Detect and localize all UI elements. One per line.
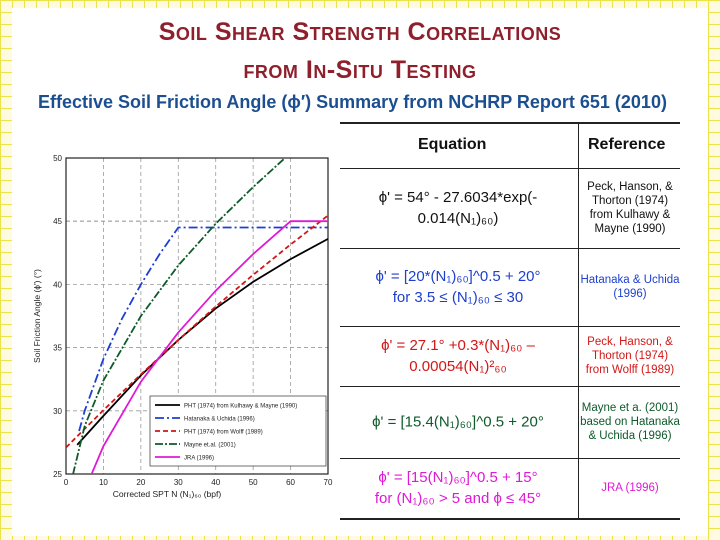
legend-label-2: Hatanaka & Uchida (1996) — [184, 417, 255, 423]
slide-title-line1: Soil Shear Strength Correlations — [158, 18, 562, 46]
y-tick-label: 45 — [53, 217, 62, 226]
equation-line1: ϕ' = [20*(N₁)₆₀]^0.5 + 20° — [375, 268, 541, 285]
series-line-2 — [78, 226, 328, 432]
legend-label-4: Mayne et.al. (2001) — [184, 443, 236, 449]
series-line-3 — [66, 214, 328, 449]
equation-line2: 0.014(N₁)₆₀) — [417, 210, 499, 227]
x-axis-label: Corrected SPT N (N₁)₆₀ (bpf) — [113, 489, 222, 499]
table-header: Equation Reference — [340, 124, 680, 169]
table-row: ϕ' = [20*(N₁)₆₀]^0.5 + 20° for 3.5 ≤ (N₁… — [340, 248, 680, 327]
table-row: ϕ' = [15(N₁)₆₀]^0.5 + 15° for (N₁)₆₀ > 5… — [340, 458, 680, 520]
table-row: ϕ' = [15.4(N₁)₆₀]^0.5 + 20° Mayne et a. … — [340, 386, 680, 459]
series-line-4 — [72, 158, 287, 474]
x-tick-label: 50 — [249, 478, 258, 487]
x-tick-label: 20 — [136, 478, 145, 487]
reference-cell: Mayne et a. (2001) based on Hatanaka & U… — [580, 402, 680, 442]
equation-cell: ϕ' = [20*(N₁)₆₀]^0.5 + 20° for 3.5 ≤ (N₁… — [340, 266, 576, 308]
x-tick-label: 70 — [324, 478, 333, 487]
y-tick-label: 40 — [53, 280, 62, 289]
y-tick-label: 50 — [53, 154, 62, 163]
x-tick-label: 40 — [211, 478, 220, 487]
legend-label-3: PHT (1974) from Wolff (1989) — [184, 430, 263, 436]
y-tick-label: 35 — [53, 344, 62, 353]
equation-line1: ϕ' = [15(N₁)₆₀]^0.5 + 15° — [378, 469, 538, 486]
equation-line1: ϕ' = 54° - 27.6034*exp(- — [378, 189, 538, 206]
slide-title-line2: from In-Situ Testing — [243, 56, 477, 84]
reference-cell: Hatanaka & Uchida (1996) — [580, 274, 680, 300]
header-equation: Equation — [418, 136, 487, 153]
equation-line1: ϕ' = 27.1° +0.3*(N₁)₆₀ – — [381, 337, 535, 354]
equation-line2: for (N₁)₆₀ > 5 and ϕ ≤ 45° — [374, 490, 542, 507]
series-line-5 — [90, 220, 328, 474]
reference-cell: Peck, Hanson, & Thorton (1974) from Kulh… — [587, 181, 673, 235]
x-tick-label: 0 — [64, 478, 69, 487]
header-reference: Reference — [588, 136, 666, 153]
y-tick-label: 30 — [53, 407, 62, 416]
equation-line2: for 3.5 ≤ (N₁)₆₀ ≤ 30 — [392, 289, 524, 306]
table-row: ϕ' = 54° - 27.6034*exp(- 0.014(N₁)₆₀) Pe… — [340, 168, 680, 249]
equation-table: Equation Reference ϕ' = 54° - 27.6034*ex… — [340, 122, 680, 520]
x-tick-label: 30 — [174, 478, 183, 487]
legend-label-1: PHT (1974) from Kulhawy & Mayne (1990) — [184, 404, 297, 410]
equation-cell: ϕ' = 27.1° +0.3*(N₁)₆₀ – 0.00054(N₁)²₆₀ — [340, 335, 576, 377]
equation-line1: ϕ' = [15.4(N₁)₆₀]^0.5 + 20° — [372, 413, 544, 431]
equation-line2: 0.00054(N₁)²₆₀ — [409, 358, 507, 375]
friction-angle-chart: 0 10 20 30 40 50 60 70 25 30 35 40 45 50 Corrected SPT… — [32, 154, 333, 499]
y-tick-label: 25 — [53, 470, 62, 479]
plot-frame — [65, 157, 329, 475]
table-row: ϕ' = 27.1° +0.3*(N₁)₆₀ – 0.00054(N₁)²₆₀ … — [340, 326, 680, 387]
legend-label-5: JRA (1996) — [184, 456, 214, 462]
reference-cell: Peck, Hanson, & Thorton (1974) from Wolf… — [585, 336, 675, 376]
equation-cell: ϕ' = [15.4(N₁)₆₀]^0.5 + 20° — [340, 412, 576, 433]
y-axis-label: Soil Friction Angle (ϕ') (°) — [32, 269, 42, 363]
x-tick-label: 60 — [286, 478, 295, 487]
table-divider — [578, 124, 579, 519]
x-tick-label: 10 — [99, 478, 108, 487]
reference-cell: JRA (1996) — [601, 482, 659, 494]
slide-subtitle: Effective Soil Friction Angle (ϕ′) Summa… — [38, 92, 667, 112]
equation-cell: ϕ' = 54° - 27.6034*exp(- 0.014(N₁)₆₀) — [340, 187, 576, 229]
equation-cell: ϕ' = [15(N₁)₆₀]^0.5 + 15° for (N₁)₆₀ > 5… — [340, 467, 576, 509]
